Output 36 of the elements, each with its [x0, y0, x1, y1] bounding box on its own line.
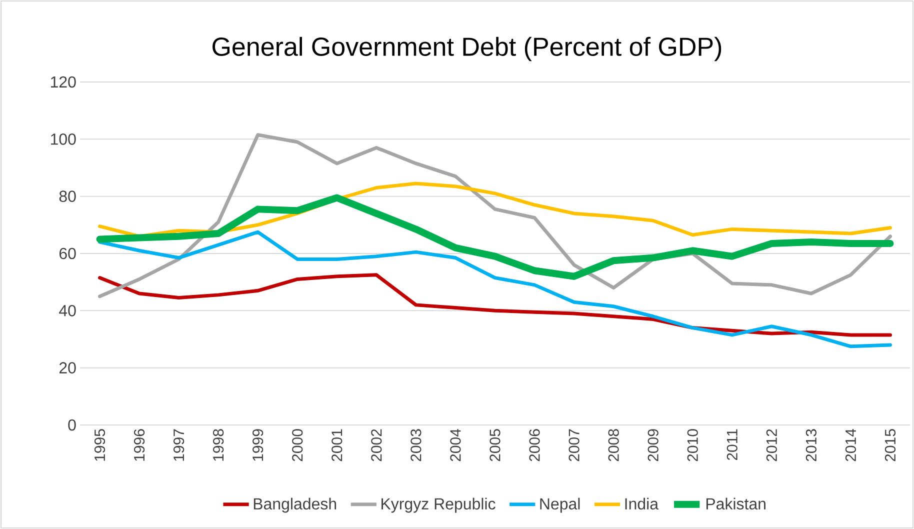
- x-tick-label: 2013: [806, 429, 816, 462]
- legend-label: India: [625, 498, 659, 510]
- x-tick-label: 2002: [371, 429, 382, 462]
- legend-label: Pakistan: [706, 498, 766, 510]
- line-series: [98, 230, 892, 348]
- x-tick-label: 2006: [529, 429, 540, 462]
- y-tick-label: 80: [59, 190, 76, 202]
- y-tick-label: 40: [59, 305, 76, 316]
- legend-label: Kyrgyz Republic: [382, 498, 496, 513]
- line-series: [98, 133, 892, 298]
- x-tick-label: 2008: [608, 429, 619, 462]
- x-tick-label: 1995: [94, 429, 106, 461]
- x-tick-label: 2004: [450, 428, 461, 462]
- x-tick-label: 2000: [292, 429, 303, 462]
- x-tick-label: 2003: [410, 429, 422, 462]
- y-tick-label: 20: [59, 362, 76, 374]
- x-tick-label: 2012: [766, 429, 777, 462]
- x-tick-label: 1999: [252, 429, 264, 461]
- x-tick-label: 1998: [213, 429, 224, 461]
- y-tick-label: 60: [59, 248, 76, 260]
- y-tick-label: 100: [51, 134, 76, 145]
- legend-label: Bangladesh: [254, 498, 336, 513]
- x-tick-label: 2007: [568, 429, 580, 462]
- legend-label: Nepal: [540, 498, 580, 513]
- x-tick-label: 2014: [845, 428, 856, 462]
- x-tick-label: 2015: [884, 429, 896, 462]
- chart-title: General Government Debt (Percent of GDP): [212, 36, 722, 62]
- x-tick-label: 2001: [332, 429, 342, 462]
- y-tick-label: 0: [68, 419, 76, 431]
- x-tick-label: 2011: [726, 429, 738, 460]
- x-tick-label: 1996: [134, 429, 145, 461]
- x-tick-label: 2005: [490, 429, 500, 462]
- x-tick-label: 2009: [648, 429, 658, 462]
- x-tick-label: 2010: [687, 429, 698, 462]
- x-tick-label: 1997: [174, 429, 184, 461]
- y-tick-label: 120: [51, 76, 76, 88]
